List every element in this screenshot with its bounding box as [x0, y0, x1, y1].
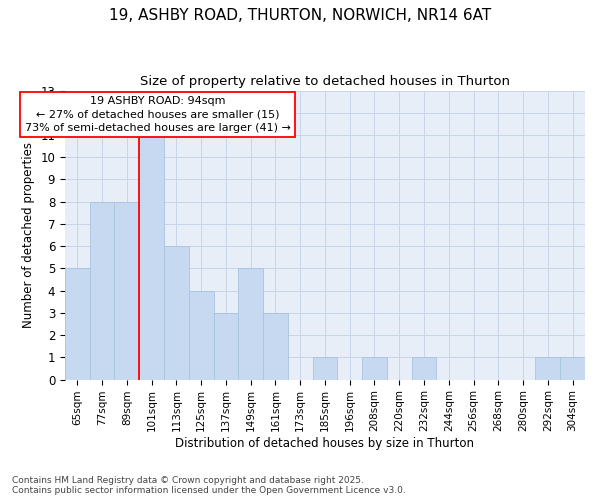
Text: Contains HM Land Registry data © Crown copyright and database right 2025.
Contai: Contains HM Land Registry data © Crown c… — [12, 476, 406, 495]
Bar — [362, 358, 387, 380]
Bar — [560, 358, 585, 380]
Y-axis label: Number of detached properties: Number of detached properties — [22, 142, 35, 328]
Bar — [238, 268, 263, 380]
Text: 19, ASHBY ROAD, THURTON, NORWICH, NR14 6AT: 19, ASHBY ROAD, THURTON, NORWICH, NR14 6… — [109, 8, 491, 22]
Bar — [313, 358, 337, 380]
X-axis label: Distribution of detached houses by size in Thurton: Distribution of detached houses by size … — [175, 437, 475, 450]
Text: 19 ASHBY ROAD: 94sqm
← 27% of detached houses are smaller (15)
73% of semi-detac: 19 ASHBY ROAD: 94sqm ← 27% of detached h… — [25, 96, 291, 132]
Title: Size of property relative to detached houses in Thurton: Size of property relative to detached ho… — [140, 75, 510, 88]
Bar — [535, 358, 560, 380]
Bar — [263, 313, 288, 380]
Bar — [139, 135, 164, 380]
Bar — [115, 202, 139, 380]
Bar — [89, 202, 115, 380]
Bar — [214, 313, 238, 380]
Bar — [65, 268, 89, 380]
Bar — [189, 290, 214, 380]
Bar — [164, 246, 189, 380]
Bar — [412, 358, 436, 380]
